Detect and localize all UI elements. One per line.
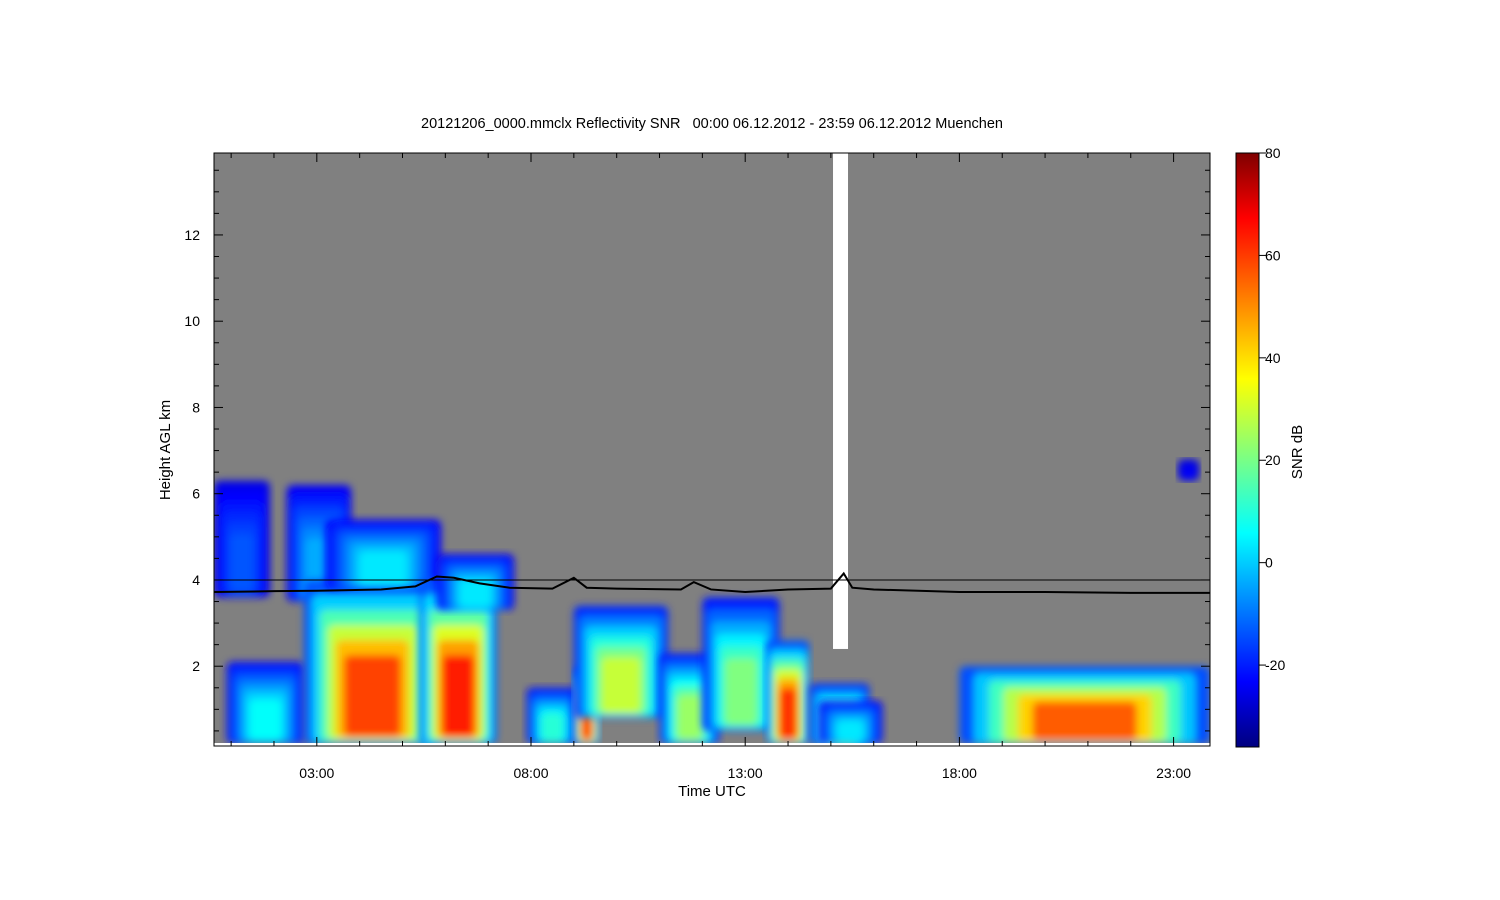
echo-region xyxy=(419,579,497,744)
echo-cell xyxy=(541,713,564,742)
colorbar-tick-label: -20 xyxy=(1265,657,1285,673)
echo-region xyxy=(325,519,442,589)
echo-cell xyxy=(779,687,797,740)
x-tick-label: 08:00 xyxy=(513,765,548,781)
echo-cell xyxy=(1032,701,1137,741)
x-axis-label: Time UTC xyxy=(678,783,746,800)
echo-cell xyxy=(677,694,703,741)
x-axis: 03:00 08:00 13:00 18:00 23:00 xyxy=(230,153,1191,781)
colorbar xyxy=(1235,152,1260,748)
echo-region xyxy=(818,700,883,744)
echo-cell xyxy=(359,551,408,586)
echo-region xyxy=(226,661,304,744)
colorbar-tick-label: 40 xyxy=(1265,350,1281,366)
colorbar-tick-label: 60 xyxy=(1265,247,1281,263)
echo-cell xyxy=(249,699,282,741)
echo-cell xyxy=(724,658,757,726)
echo-layer xyxy=(214,459,1210,744)
colorbar-ticks: -20 0 20 40 60 80 xyxy=(1259,145,1285,673)
echo-region xyxy=(702,597,780,731)
y-tick-label: 2 xyxy=(192,658,200,674)
echo-cell xyxy=(459,579,492,608)
x-tick-label: 03:00 xyxy=(299,765,334,781)
echo-region xyxy=(959,666,1210,744)
echo-cell xyxy=(442,655,475,738)
echo-region xyxy=(573,605,669,718)
surface-clutter-band xyxy=(214,743,1210,746)
x-tick-label: 13:00 xyxy=(728,765,763,781)
echo-region xyxy=(1177,459,1200,481)
chart-title: 20121206_0000.mmclx Reflectivity SNR 00:… xyxy=(421,116,1003,132)
echo-region xyxy=(214,480,270,598)
echo-cell xyxy=(230,534,254,593)
colorbar-label: SNR dB xyxy=(1289,425,1306,479)
y-tick-label: 12 xyxy=(184,227,200,243)
x-tick-label: 18:00 xyxy=(942,765,977,781)
y-axis-label: Height AGL km xyxy=(157,400,174,500)
plot-frame xyxy=(213,152,1211,747)
echo-cell xyxy=(343,655,402,738)
echo-cell xyxy=(836,720,864,743)
y-tick-label: 4 xyxy=(192,572,200,588)
y-tick-label: 8 xyxy=(192,399,200,415)
echo-region xyxy=(303,579,442,744)
echo-cell xyxy=(1184,469,1194,480)
echo-cell xyxy=(601,657,641,714)
y-tick-label: 10 xyxy=(184,313,200,329)
y-axis: 2 4 6 8 10 12 xyxy=(184,169,1210,732)
echo-region xyxy=(766,640,810,744)
missing-data-gap xyxy=(833,153,849,649)
colorbar-tick-label: 20 xyxy=(1265,452,1281,468)
colorbar-tick-label: 80 xyxy=(1265,145,1281,161)
x-tick-label: 23:00 xyxy=(1156,765,1191,781)
series-line xyxy=(213,571,1210,594)
colorbar-tick-label: 0 xyxy=(1265,555,1273,571)
missing-data-layer xyxy=(214,153,1210,746)
echo-region xyxy=(526,687,579,744)
y-tick-label: 6 xyxy=(192,486,200,502)
